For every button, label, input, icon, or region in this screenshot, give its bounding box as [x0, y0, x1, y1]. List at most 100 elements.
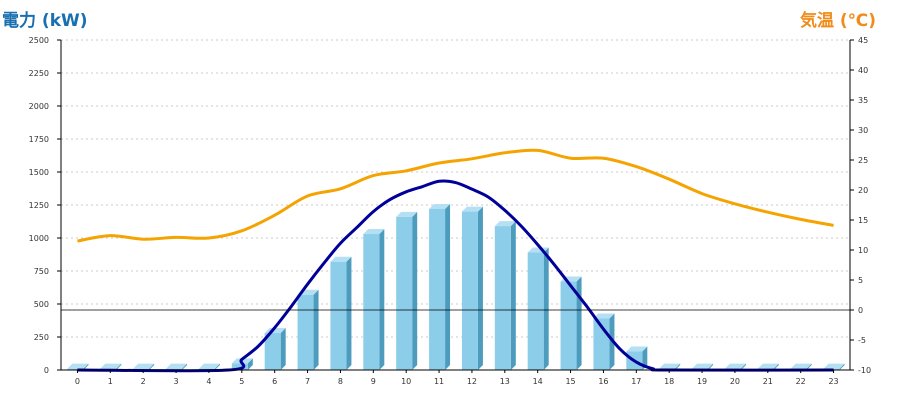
left-tick-label: 500 — [34, 300, 49, 309]
bar-top — [198, 363, 220, 369]
right-tick-label: 20 — [858, 186, 868, 195]
tick-labels: 02505007501000125015001750200022502500-1… — [29, 36, 871, 386]
bar-side — [576, 276, 582, 370]
bar-top — [67, 363, 89, 369]
bar-top — [461, 206, 483, 212]
bar-top — [133, 363, 155, 369]
bar-side — [740, 363, 746, 370]
bar-side — [313, 289, 319, 370]
right-tick-label: 0 — [858, 306, 863, 315]
left-tick-label: 750 — [34, 267, 49, 276]
right-tick-label: 10 — [858, 246, 868, 255]
bar — [396, 211, 418, 370]
bar-top — [429, 203, 451, 209]
left-tick-label: 0 — [44, 366, 49, 375]
bar-front — [67, 368, 84, 370]
x-tick-label: 0 — [75, 377, 80, 386]
x-tick-label: 12 — [467, 377, 477, 386]
x-tick-label: 17 — [631, 377, 641, 386]
bar-front — [264, 333, 281, 370]
x-tick-label: 19 — [697, 377, 707, 386]
right-tick-label: 15 — [858, 216, 868, 225]
right-tick-label: 5 — [858, 276, 863, 285]
bar-side — [247, 358, 253, 370]
x-tick-label: 21 — [763, 377, 773, 386]
right-tick-label: 35 — [858, 96, 868, 105]
right-tick-label: 45 — [858, 36, 868, 45]
temperature-line — [77, 148, 834, 243]
bar — [527, 247, 549, 370]
bar-top — [166, 363, 188, 369]
right-axis-title: 気温 (℃) — [799, 11, 876, 31]
left-tick-label: 1500 — [29, 168, 49, 177]
bar-top — [692, 363, 714, 369]
bar-top — [790, 363, 812, 369]
right-tick-label: -10 — [858, 366, 871, 375]
left-tick-label: 2000 — [29, 102, 49, 111]
bar — [166, 363, 188, 370]
bar-side — [412, 211, 418, 370]
bar-side — [543, 247, 549, 370]
bar-front — [396, 216, 413, 370]
bar-side — [149, 363, 155, 370]
bar-side — [510, 221, 516, 370]
bar-series — [67, 203, 845, 370]
x-tick-label: 15 — [565, 377, 575, 386]
bar-top — [396, 211, 418, 217]
bar-side — [83, 363, 89, 370]
bar-front — [297, 294, 314, 370]
x-tick-label: 10 — [401, 377, 411, 386]
bar-front — [429, 208, 446, 370]
bar — [67, 363, 89, 370]
x-tick-label: 22 — [796, 377, 806, 386]
grid-lines — [61, 39, 850, 338]
power-line — [77, 179, 834, 373]
bar-front — [527, 252, 544, 370]
bar-side — [806, 363, 812, 370]
x-tick-label: 9 — [371, 377, 376, 386]
bar-front — [231, 363, 248, 370]
x-tick-label: 1 — [108, 377, 113, 386]
line-series — [77, 148, 834, 373]
bar-top — [593, 313, 615, 319]
x-tick-label: 20 — [730, 377, 740, 386]
bar-top — [724, 363, 746, 369]
left-tick-label: 250 — [34, 333, 49, 342]
bar-top — [659, 363, 681, 369]
x-tick-label: 7 — [305, 377, 310, 386]
left-tick-label: 2250 — [29, 69, 49, 78]
bar-side — [708, 363, 714, 370]
bar — [264, 328, 286, 370]
left-tick-label: 1750 — [29, 135, 49, 144]
bar — [363, 229, 385, 370]
x-tick-label: 4 — [206, 377, 211, 386]
x-tick-label: 23 — [828, 377, 838, 386]
x-tick-label: 13 — [500, 377, 510, 386]
bar — [429, 203, 451, 370]
x-tick-label: 5 — [239, 377, 244, 386]
bar-top — [330, 256, 352, 262]
x-tick-label: 3 — [174, 377, 179, 386]
bar — [461, 206, 483, 370]
bar — [560, 276, 582, 370]
bar-top — [363, 229, 385, 235]
left-axis-title: 電力 (kW) — [2, 11, 88, 31]
x-tick-label: 11 — [434, 377, 444, 386]
right-tick-label: 40 — [858, 66, 868, 75]
bar-front — [363, 234, 380, 370]
bar — [330, 256, 352, 370]
left-tick-label: 1250 — [29, 201, 49, 210]
x-tick-label: 14 — [533, 377, 543, 386]
right-tick-label: 30 — [858, 126, 868, 135]
bar — [494, 221, 516, 370]
bar-side — [445, 203, 451, 370]
bar-front — [330, 261, 347, 370]
bar-front — [461, 211, 478, 370]
bar-top — [757, 363, 779, 369]
bar — [297, 289, 319, 370]
x-tick-label: 2 — [141, 377, 146, 386]
x-tick-label: 8 — [338, 377, 343, 386]
bar-side — [182, 363, 188, 370]
bar-side — [773, 363, 779, 370]
